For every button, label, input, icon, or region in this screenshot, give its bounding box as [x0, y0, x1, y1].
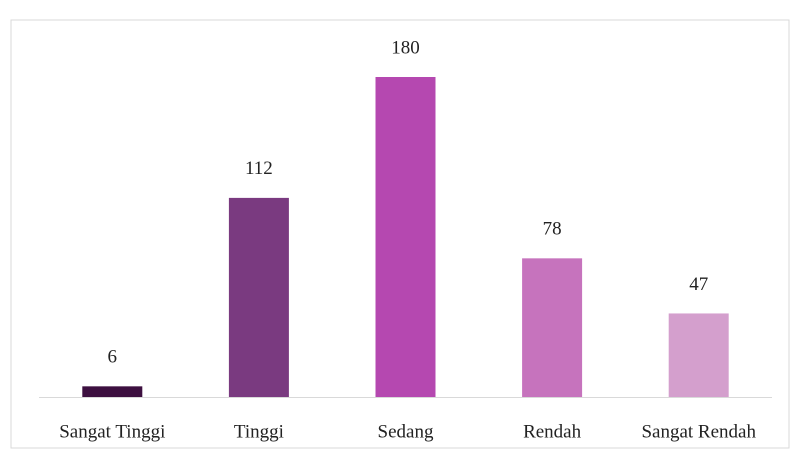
bar: [82, 386, 143, 397]
x-tick-label: Rendah: [523, 421, 582, 442]
data-label: 6: [108, 347, 118, 368]
bar: [228, 197, 289, 397]
x-tick-label: Sedang: [378, 421, 434, 442]
chart-border: [10, 19, 790, 449]
x-tick-label: Sangat Tinggi: [59, 421, 165, 442]
x-tick-label: Sangat Rendah: [641, 421, 756, 442]
data-label: 47: [689, 274, 708, 295]
bar: [668, 313, 729, 397]
x-tick-label: Tinggi: [234, 421, 284, 442]
data-label: 112: [245, 158, 273, 179]
bar: [522, 258, 583, 397]
data-label: 78: [543, 219, 562, 240]
bar: [375, 77, 436, 397]
data-label: 180: [391, 37, 420, 58]
